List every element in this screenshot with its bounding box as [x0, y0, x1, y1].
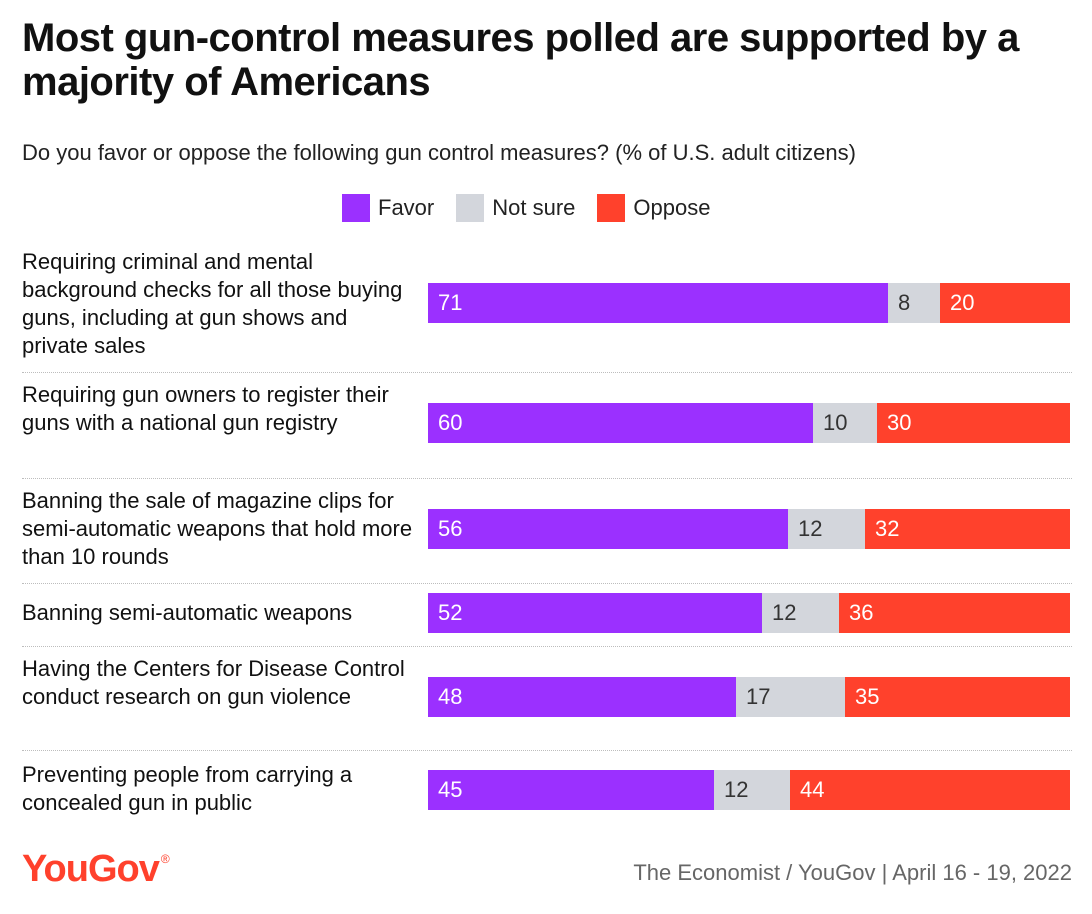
bar-not-sure-gun-registry: 10 — [813, 403, 877, 443]
legend-item-favor: Favor — [342, 194, 434, 222]
legend-swatch-oppose — [597, 194, 626, 222]
bar-favor-concealed-carry: 45 — [428, 770, 714, 810]
bar-favor-magazine-ban: 56 — [428, 509, 788, 549]
yougov-logo: YouGov ® — [22, 848, 170, 891]
row-separator — [22, 583, 1072, 584]
source-note: The Economist / YouGov | April 16 - 19, … — [633, 860, 1072, 885]
category-label-gun-registry: Requiring gun owners to register their g… — [22, 382, 389, 435]
category-label-concealed-carry: Preventing people from carrying a concea… — [22, 762, 353, 815]
logo-text: YouGov — [22, 848, 160, 890]
bar-favor-semi-auto-ban: 52 — [428, 593, 762, 633]
bar-not-sure-background-checks: 8 — [888, 283, 940, 323]
bar-not-sure-concealed-carry: 12 — [714, 770, 790, 810]
row-separator — [22, 372, 1072, 373]
legend-item-not-sure: Not sure — [456, 194, 575, 222]
row-separator — [22, 750, 1072, 751]
legend-label-oppose: Oppose — [633, 195, 711, 220]
legend-swatch-not-sure — [456, 194, 485, 222]
row-separator — [22, 478, 1072, 479]
bar-oppose-concealed-carry: 44 — [790, 770, 1070, 810]
category-label-background-checks: Requiring criminal and mental background… — [22, 249, 403, 358]
bar-favor-gun-registry: 60 — [428, 403, 813, 443]
bar-oppose-semi-auto-ban: 36 — [839, 593, 1070, 633]
bar-not-sure-semi-auto-ban: 12 — [762, 593, 839, 633]
category-label-magazine-ban: Banning the sale of magazine clips for s… — [22, 488, 413, 569]
legend-item-oppose: Oppose — [597, 194, 710, 222]
chart-subtitle: Do you favor or oppose the following gun… — [22, 140, 856, 165]
category-label-semi-auto-ban: Banning semi-automatic weapons — [22, 600, 353, 625]
logo-registered-mark: ® — [160, 852, 170, 866]
bar-favor-background-checks: 71 — [428, 283, 888, 323]
bar-oppose-cdc-research: 35 — [845, 677, 1070, 717]
bar-oppose-background-checks: 20 — [940, 283, 1070, 323]
bar-oppose-magazine-ban: 32 — [865, 509, 1070, 549]
bar-oppose-gun-registry: 30 — [877, 403, 1070, 443]
legend-label-not-sure: Not sure — [492, 195, 576, 220]
bar-favor-cdc-research: 48 — [428, 677, 736, 717]
legend-label-favor: Favor — [378, 195, 435, 220]
category-label-cdc-research: Having the Centers for Disease Control c… — [22, 656, 405, 709]
row-separator — [22, 646, 1072, 647]
chart-title: Most gun-control measures polled are sup… — [22, 16, 1019, 104]
bar-not-sure-cdc-research: 17 — [736, 677, 845, 717]
legend: Favor Not sure Oppose — [342, 192, 732, 224]
legend-swatch-favor — [342, 194, 370, 222]
bar-not-sure-magazine-ban: 12 — [788, 509, 865, 549]
